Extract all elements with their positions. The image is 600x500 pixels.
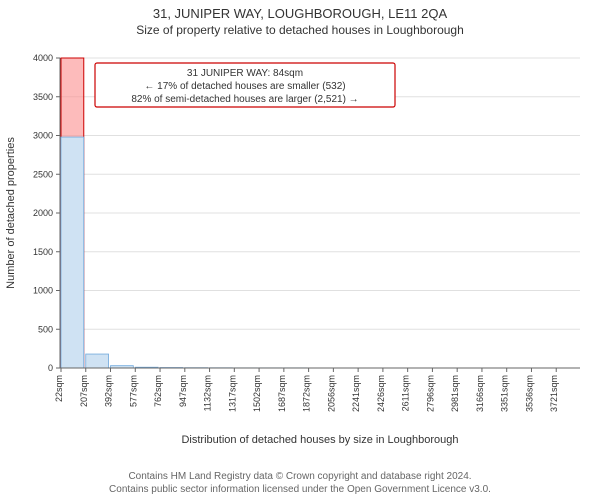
- histogram-bar: [61, 138, 84, 369]
- x-tick-label: 2611sqm: [401, 375, 411, 411]
- x-tick-label: 22sqm: [54, 375, 64, 402]
- x-tick-label: 2981sqm: [450, 375, 460, 412]
- y-tick-label: 4000: [33, 53, 53, 63]
- x-tick-label: 3536sqm: [524, 375, 534, 412]
- x-tick-label: 1687sqm: [277, 375, 287, 412]
- y-tick-label: 3000: [33, 131, 53, 141]
- x-tick-label: 577sqm: [128, 375, 138, 407]
- property-size-chart-card: { "header": { "address": "31, JUNIPER WA…: [0, 0, 600, 500]
- x-tick-label: 1132sqm: [203, 375, 213, 411]
- x-tick-label: 1317sqm: [227, 375, 237, 412]
- y-tick-label: 500: [38, 325, 53, 335]
- x-tick-label: 3721sqm: [549, 375, 559, 412]
- x-tick-label: 3351sqm: [500, 375, 510, 412]
- y-tick-label: 1500: [33, 247, 53, 257]
- x-tick-label: 762sqm: [153, 375, 163, 407]
- histogram-bar: [86, 355, 109, 369]
- y-tick-label: 3500: [33, 92, 53, 102]
- x-tick-label: 2241sqm: [351, 375, 361, 412]
- annotation-line-1: 31 JUNIPER WAY: 84sqm: [187, 68, 303, 79]
- x-tick-label: 947sqm: [178, 375, 188, 407]
- y-axis-label: Number of detached properties: [5, 137, 17, 289]
- x-axis-label: Distribution of detached houses by size …: [181, 434, 458, 446]
- y-axis-ticks: 0 500 1000 1500 2000 2500 3000 3500 4000: [33, 53, 60, 373]
- attribution-footer: Contains HM Land Registry data © Crown c…: [0, 471, 600, 496]
- footer-line-2: Contains public sector information licen…: [0, 484, 600, 497]
- y-tick-label: 1000: [33, 286, 53, 296]
- x-tick-label: 1872sqm: [302, 375, 312, 412]
- footer-line-1: Contains HM Land Registry data © Crown c…: [0, 471, 600, 484]
- x-tick-label: 2426sqm: [376, 375, 386, 412]
- y-tick-label: 2000: [33, 208, 53, 218]
- annotation-line-2: ← 17% of detached houses are smaller (53…: [144, 81, 345, 92]
- x-tick-label: 2056sqm: [326, 375, 336, 412]
- page-subtitle: Size of property relative to detached ho…: [0, 23, 600, 39]
- x-axis-ticks: 22sqm 207sqm 392sqm 577sqm 762sqm 947sqm 1132s…: [54, 368, 559, 412]
- x-tick-label: 2796sqm: [425, 375, 435, 412]
- x-tick-label: 207sqm: [79, 375, 89, 407]
- annotation-line-3: 82% of semi-detached houses are larger (…: [131, 94, 358, 105]
- y-tick-label: 2500: [33, 170, 53, 180]
- x-tick-label: 1502sqm: [252, 375, 262, 412]
- y-tick-label: 0: [48, 363, 53, 373]
- annotation-box: 31 JUNIPER WAY: 84sqm ← 17% of detached …: [95, 63, 395, 107]
- x-tick-label: 3166sqm: [475, 375, 485, 412]
- size-distribution-chart: 0 500 1000 1500 2000 2500 3000 3500 4000 22sqm 20…: [0, 38, 600, 458]
- x-tick-label: 392sqm: [104, 375, 114, 407]
- page-title: 31, JUNIPER WAY, LOUGHBOROUGH, LE11 2QA: [0, 0, 600, 23]
